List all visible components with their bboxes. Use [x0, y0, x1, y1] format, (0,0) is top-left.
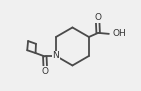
- Text: N: N: [53, 52, 59, 61]
- Text: O: O: [94, 13, 101, 22]
- Text: OH: OH: [112, 29, 126, 38]
- Text: O: O: [42, 67, 49, 76]
